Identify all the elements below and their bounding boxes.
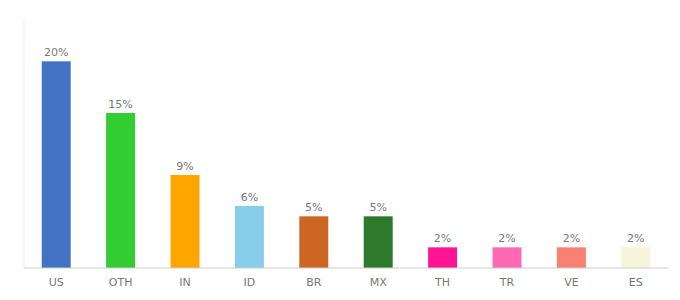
bar [171,175,200,268]
data-label: 2% [563,232,580,245]
x-tick-label: ES [629,276,643,289]
data-label: 20% [44,46,68,59]
x-tick-label: TH [434,276,450,289]
chart-container: 20% 15% 9% 6% 5% 5% 2% 2% 2% 2% US OTH IN ID BR MX TH TR V… [0,0,680,300]
data-label: 9% [176,160,193,173]
bar [106,113,135,268]
data-label: 6% [241,191,258,204]
bars [42,61,651,268]
y-axis-line [24,20,25,268]
bar [364,216,393,268]
data-label: 15% [108,98,132,111]
data-label: 2% [434,232,451,245]
x-tick-label: BR [306,276,322,289]
data-label: 2% [627,232,644,245]
data-label: 5% [305,201,322,214]
chart: 20% 15% 9% 6% 5% 5% 2% 2% 2% 2% US OTH IN ID BR MX TH TR V… [0,0,680,300]
x-axis-line [24,268,668,269]
x-tick-label: ID [244,276,256,289]
bar [428,247,457,268]
bar [493,247,522,268]
bar [299,216,328,268]
x-tick-label: VE [564,276,579,289]
bar [557,247,586,268]
data-label: 2% [498,232,515,245]
bar [621,247,650,268]
bar [235,206,264,268]
x-tick-label: IN [179,276,190,289]
x-tick-label: OTH [109,276,133,289]
x-tick-label: MX [370,276,387,289]
bar [42,61,71,268]
x-tick-label: US [49,276,64,289]
data-label: 5% [369,201,386,214]
x-tick-label: TR [499,276,515,289]
